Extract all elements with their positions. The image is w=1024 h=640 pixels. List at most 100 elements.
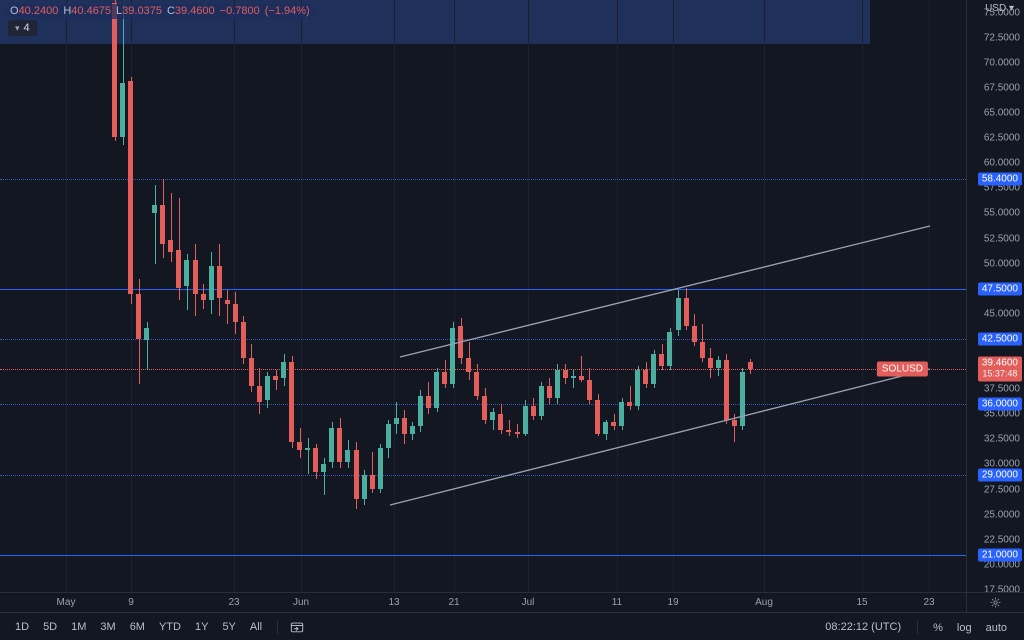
candle-body (522, 406, 528, 435)
price-tick-label: 75.0000 (983, 7, 1020, 19)
range-button-5y[interactable]: 5Y (222, 620, 236, 633)
candle-body (611, 422, 617, 427)
legend-close-label: C (166, 5, 175, 17)
candle-body (434, 372, 439, 409)
candle-body (168, 239, 174, 252)
toolbar-divider (277, 619, 279, 634)
symbol-price-tag: SOLUSD (876, 361, 928, 377)
chart-settings-button[interactable] (966, 592, 1024, 612)
candle-body (393, 418, 399, 425)
trendline-overlay (389, 225, 931, 506)
legend-close-value: 39.4600 (174, 5, 215, 17)
candle-body (635, 370, 641, 407)
candle-body (586, 380, 592, 401)
candle-wick (308, 438, 309, 475)
price-level-tag[interactable]: 36.0000 (977, 397, 1022, 411)
range-button-3m[interactable]: 3M (100, 620, 116, 633)
price-level-line (0, 288, 966, 290)
price-level-tag[interactable]: 42.5000 (977, 332, 1022, 346)
time-tick-label: 11 (611, 597, 623, 608)
time-tick-label: 9 (128, 597, 134, 608)
trendline-lower-channel[interactable] (389, 368, 931, 506)
scale-mode-percent[interactable]: % (933, 621, 943, 634)
time-tick-label: 13 (388, 597, 400, 608)
price-level-line (0, 474, 966, 476)
candle-wick (324, 458, 325, 495)
candle-body (643, 370, 649, 385)
vertical-gridline (454, 0, 455, 592)
candle-body (329, 428, 335, 463)
price-tick-label: 72.5000 (983, 32, 1020, 44)
candle-wick (630, 386, 631, 411)
current-price-tag[interactable]: 39.4600 15:37:48 (977, 356, 1022, 382)
vertical-gridline (673, 0, 674, 592)
price-tick-label: 57.5000 (983, 182, 1020, 194)
chevron-down-icon: ▾ (15, 22, 20, 33)
range-button-1m[interactable]: 1M (71, 620, 87, 633)
price-level-tag[interactable]: 47.5000 (977, 282, 1022, 296)
candle-body (176, 249, 182, 288)
candle-body (345, 450, 351, 463)
currency-selector[interactable]: USD ▾ (985, 3, 1014, 14)
vertical-gridline (66, 0, 67, 592)
vertical-gridline (929, 0, 930, 592)
range-button-1d[interactable]: 1D (15, 620, 30, 633)
legend-open-label: O (10, 5, 19, 17)
scale-mode-log[interactable]: log (956, 621, 972, 634)
legend-change: −0.7800 (219, 5, 260, 17)
candle-body (554, 370, 560, 399)
candle-body (377, 448, 383, 489)
range-button-5d[interactable]: 5D (43, 620, 58, 633)
scale-mode-auto[interactable]: auto (985, 621, 1007, 634)
clock-label: 08:22:12 (UTC) (825, 620, 902, 633)
range-button-ytd[interactable]: YTD (158, 620, 181, 633)
toolbar-divider (917, 619, 919, 634)
time-tick-label: 23 (923, 597, 935, 608)
candle-body (498, 414, 504, 431)
candle-body (200, 293, 206, 300)
price-level-line (0, 554, 966, 556)
range-button-6m[interactable]: 6M (129, 620, 145, 633)
price-tick-label: 35.0000 (983, 408, 1020, 420)
price-level-line (0, 369, 966, 371)
candle-body (216, 265, 222, 298)
candle-body (538, 386, 544, 417)
candle-body (417, 396, 423, 427)
chart-pane[interactable]: O40.2400 H40.4675 L39.0375 C39.4600 −0.7800(… (0, 0, 966, 592)
candle-body (353, 450, 359, 499)
price-tick-label: 52.5000 (983, 233, 1020, 244)
price-tick-label: 32.5000 (983, 433, 1020, 445)
price-level-tag[interactable]: 58.4000 (977, 172, 1022, 186)
price-level-tag[interactable]: 21.0000 (977, 548, 1022, 562)
interval-selector[interactable]: ▾ 4 (8, 20, 37, 36)
candle-body (120, 82, 126, 138)
goto-date-button[interactable] (286, 620, 308, 634)
candle-body (313, 448, 319, 473)
price-level-tag[interactable]: 29.0000 (977, 468, 1022, 481)
time-axis[interactable]: May 9 23 Jun 13 21 Jul 11 19 Aug 15 23 (0, 592, 966, 612)
candle-body (144, 327, 150, 340)
candle-body (707, 358, 713, 369)
range-button-all[interactable]: All (249, 620, 263, 633)
price-axis[interactable]: USD ▾ 75.0000 72.5000 70.0000 67.5000 65.000… (966, 0, 1024, 595)
candle-wick (227, 289, 228, 324)
currency-label: USD (985, 3, 1007, 14)
candle-wick (179, 198, 180, 300)
trendline-upper-channel[interactable] (399, 225, 931, 358)
candle-body (297, 442, 303, 451)
candle-wick (147, 321, 148, 371)
legend-low-value: 39.0375 (122, 5, 162, 17)
candle-body (361, 474, 367, 499)
candle-wick (372, 452, 373, 493)
candle-body (546, 386, 552, 399)
candle-body (619, 402, 625, 427)
range-button-1y[interactable]: 1Y (194, 620, 209, 633)
gear-icon (990, 597, 1001, 608)
candle-body (232, 303, 238, 322)
candle-body (458, 325, 464, 358)
candle-body (466, 358, 472, 373)
candle-body (595, 400, 600, 435)
candle-body (321, 464, 327, 473)
scale-mode-group: % log auto (926, 618, 1014, 636)
